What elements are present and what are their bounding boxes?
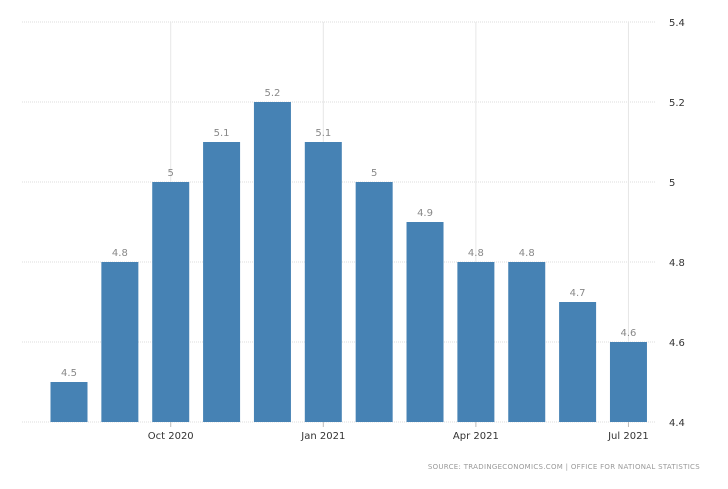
- source-note: SOURCE: TRADINGECONOMICS.COM | OFFICE FO…: [428, 463, 700, 471]
- y-tick-label: 5.2: [669, 98, 685, 109]
- bar: [508, 262, 546, 422]
- bar: [152, 182, 190, 422]
- data-label: 4.9: [417, 208, 433, 219]
- bar: [101, 262, 139, 422]
- bar: [304, 142, 342, 422]
- x-tick-label: Jul 2021: [607, 431, 649, 442]
- bar: [406, 222, 444, 422]
- data-label: 4.8: [519, 248, 535, 259]
- bar: [203, 142, 241, 422]
- data-label: 4.5: [61, 368, 77, 379]
- bar: [457, 262, 495, 422]
- data-label: 5.1: [214, 128, 230, 139]
- y-tick-label: 4.8: [669, 258, 685, 269]
- x-tick-label: Apr 2021: [453, 431, 499, 442]
- bar: [253, 102, 291, 422]
- y-tick-label: 5.4: [669, 18, 685, 29]
- x-tick-label: Oct 2020: [148, 431, 194, 442]
- data-label: 5.2: [264, 88, 280, 99]
- data-label: 4.8: [468, 248, 484, 259]
- y-tick-label: 4.4: [669, 418, 685, 429]
- y-tick-label: 5: [669, 178, 675, 189]
- y-tick-label: 4.6: [669, 338, 685, 349]
- data-label: 4.8: [112, 248, 128, 259]
- data-label: 4.7: [570, 288, 586, 299]
- data-label: 5: [168, 168, 174, 179]
- data-label: 5: [371, 168, 377, 179]
- bar: [559, 302, 597, 422]
- bar: [50, 382, 88, 422]
- bar: [609, 342, 647, 422]
- data-label: 5.1: [315, 128, 331, 139]
- data-label: 4.6: [621, 328, 637, 339]
- bar: [355, 182, 393, 422]
- x-tick-label: Jan 2021: [300, 431, 345, 442]
